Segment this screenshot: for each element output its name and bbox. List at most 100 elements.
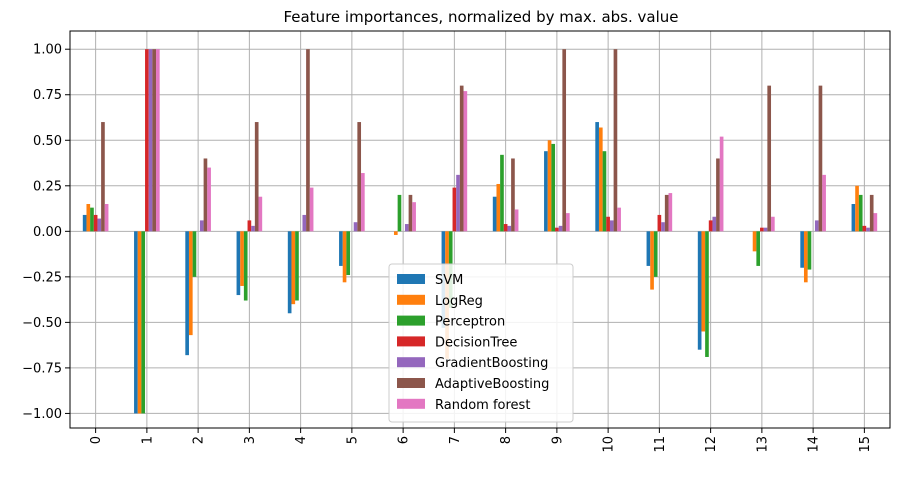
bar-random-forest-0 xyxy=(104,204,109,232)
bar-adaptiveboosting-4 xyxy=(306,49,310,232)
chart-title: Feature importances, normalized by max. … xyxy=(283,8,678,26)
bar-logreg-2 xyxy=(188,231,193,336)
bar-random-forest-2 xyxy=(207,167,211,232)
bar-logreg-6 xyxy=(393,231,398,235)
bar-decisiontree-3 xyxy=(247,220,252,232)
bar-random-forest-8 xyxy=(514,209,519,232)
bar-svm-11 xyxy=(646,231,651,266)
x-tick-label: 12 xyxy=(704,436,719,453)
bar-adaptiveboosting-1 xyxy=(152,49,157,232)
bar-logreg-9 xyxy=(547,140,552,232)
bar-random-forest-5 xyxy=(361,173,365,232)
bar-gradientboosting-12 xyxy=(712,216,717,232)
bar-logreg-5 xyxy=(342,231,347,283)
bar-perceptron-12 xyxy=(705,231,709,357)
bar-random-forest-3 xyxy=(258,196,263,232)
legend-box xyxy=(388,263,574,423)
x-tick-label: 0 xyxy=(89,436,104,444)
bar-svm-9 xyxy=(544,151,548,232)
bar-logreg-11 xyxy=(650,231,654,290)
y-tick-label: 0.25 xyxy=(33,179,62,194)
bar-adaptiveboosting-3 xyxy=(254,122,259,232)
y-tick-label: −1.00 xyxy=(22,407,62,422)
bar-decisiontree-12 xyxy=(708,220,713,232)
bar-gradientboosting-5 xyxy=(353,222,358,232)
y-tick-label: 0.75 xyxy=(33,88,62,103)
y-tick-label: 0.50 xyxy=(33,134,62,149)
bar-logreg-10 xyxy=(598,127,603,232)
bar-decisiontree-13 xyxy=(760,227,764,232)
bar-perceptron-8 xyxy=(500,154,504,232)
bar-logreg-1 xyxy=(137,231,142,414)
bar-decisiontree-15 xyxy=(862,225,867,232)
bar-random-forest-7 xyxy=(463,91,468,232)
legend-label: DecisionTree xyxy=(435,335,517,350)
bar-decisiontree-9 xyxy=(555,227,559,232)
bar-gradientboosting-11 xyxy=(661,222,665,232)
bar-logreg-15 xyxy=(855,185,859,232)
x-tick-label: 9 xyxy=(550,436,565,444)
bar-svm-1 xyxy=(134,231,138,414)
bar-gradientboosting-1 xyxy=(148,49,153,232)
bar-svm-0 xyxy=(82,214,87,232)
bar-logreg-8 xyxy=(496,183,501,232)
y-tick-label: 1.00 xyxy=(33,43,62,58)
bar-adaptiveboosting-13 xyxy=(767,85,772,232)
legend-label: Perceptron xyxy=(435,315,505,330)
y-tick-label: −0.50 xyxy=(22,316,62,331)
bar-decisiontree-10 xyxy=(606,216,610,232)
bar-gradientboosting-4 xyxy=(302,214,307,232)
bar-random-forest-13 xyxy=(771,216,775,232)
legend-label: LogReg xyxy=(435,294,483,309)
bar-perceptron-14 xyxy=(807,231,812,270)
x-tick-label: 15 xyxy=(858,436,873,453)
x-tick-label: 3 xyxy=(243,436,258,444)
bar-adaptiveboosting-11 xyxy=(664,194,669,232)
bar-gradientboosting-6 xyxy=(404,224,409,232)
bar-decisiontree-0 xyxy=(93,214,98,232)
bar-adaptiveboosting-12 xyxy=(716,158,720,232)
bar-svm-5 xyxy=(339,231,343,266)
legend-swatch xyxy=(397,357,425,368)
axes-layer: −1.00 −0.75 −0.50 −0.25 0.00 0.25 0.50 0.75 1.00… xyxy=(22,30,891,453)
bar-random-forest-1 xyxy=(156,49,160,232)
bar-decisiontree-1 xyxy=(145,49,149,232)
bar-perceptron-13 xyxy=(756,231,761,266)
legend-label: Random forest xyxy=(435,398,530,413)
bar-adaptiveboosting-8 xyxy=(511,158,515,232)
bar-adaptiveboosting-2 xyxy=(203,158,208,232)
legend-swatch xyxy=(397,294,425,305)
bar-adaptiveboosting-15 xyxy=(869,194,874,232)
bar-logreg-14 xyxy=(803,231,808,283)
legend-swatch xyxy=(397,398,425,409)
bar-gradientboosting-3 xyxy=(251,225,255,232)
bar-gradientboosting-7 xyxy=(456,174,460,232)
bar-perceptron-11 xyxy=(653,231,658,277)
bar-perceptron-6 xyxy=(397,194,402,232)
bar-logreg-12 xyxy=(701,231,706,332)
bar-svm-10 xyxy=(595,122,599,232)
bar-logreg-3 xyxy=(240,231,244,286)
bar-random-forest-4 xyxy=(309,187,314,232)
x-tick-label: 10 xyxy=(602,436,617,453)
x-tick-label: 11 xyxy=(653,436,668,453)
bar-random-forest-6 xyxy=(412,202,416,232)
bar-perceptron-5 xyxy=(346,231,351,276)
plot-frame xyxy=(69,30,891,429)
bar-svm-4 xyxy=(287,231,292,314)
bar-random-forest-12 xyxy=(719,136,724,232)
bar-decisiontree-8 xyxy=(503,224,508,232)
legend: SVM LogReg Perceptron DecisionTree GradientB… xyxy=(388,263,574,423)
x-tick-label: 8 xyxy=(499,436,514,444)
bar-perceptron-4 xyxy=(295,231,299,301)
legend-label: GradientBoosting xyxy=(435,356,548,371)
bar-gradientboosting-10 xyxy=(609,220,614,232)
legend-swatch xyxy=(397,336,425,347)
bar-adaptiveboosting-5 xyxy=(357,122,362,232)
bar-gradientboosting-9 xyxy=(558,225,563,232)
bar-perceptron-1 xyxy=(141,231,146,414)
bar-svm-14 xyxy=(800,231,804,268)
bar-adaptiveboosting-14 xyxy=(818,85,823,232)
bar-adaptiveboosting-7 xyxy=(459,85,464,232)
